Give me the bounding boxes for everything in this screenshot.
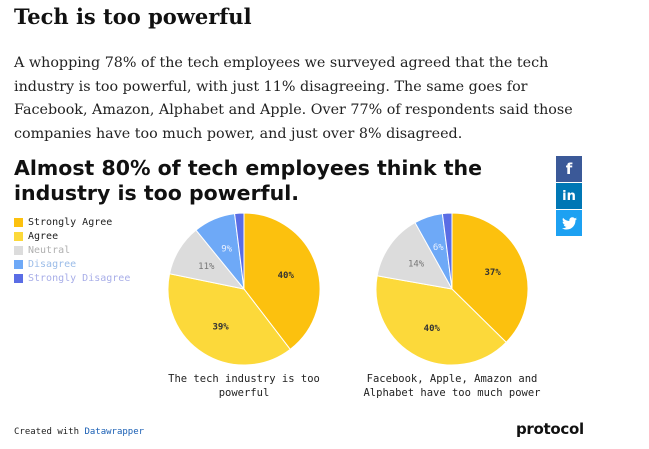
chart-title: Almost 80% of tech employees think the i…	[14, 156, 483, 205]
pie-chart-2: 37% 40% 14% 6%	[375, 212, 529, 366]
twitter-share-button[interactable]	[556, 210, 582, 236]
protocol-logo: protocol	[516, 420, 584, 438]
legend-item: Neutral	[14, 243, 130, 257]
linkedin-share-button[interactable]: in	[556, 183, 582, 209]
legend-label: Neutral	[28, 244, 71, 256]
pie-slice	[167, 273, 291, 366]
legend-item: Agree	[14, 229, 130, 243]
legend-label: Strongly Agree	[28, 216, 113, 228]
legend-label: Agree	[28, 230, 59, 242]
pie-slice	[451, 212, 529, 344]
pie-slice-label: 11%	[198, 262, 215, 272]
legend-swatch	[14, 231, 23, 241]
pie-caption-2: Facebook, Apple, Amazon and Alphabet hav…	[363, 373, 541, 399]
pie-slice-label: 39%	[212, 322, 229, 332]
datawrapper-link[interactable]: Datawrapper	[84, 427, 145, 437]
pie-slice	[243, 212, 321, 351]
legend-swatch	[14, 259, 23, 269]
legend-item: Disagree	[14, 257, 130, 271]
pie-slice-label: 40%	[278, 271, 295, 281]
legend-label: Strongly Disagree	[28, 272, 131, 284]
chart-legend: Strongly Agree Agree Neutral Disagree Strong…	[14, 215, 130, 285]
pie-caption-1: The tech industry is too powerful	[168, 373, 320, 399]
article-heading: Tech is too powerful	[14, 4, 252, 29]
facebook-icon: f	[565, 160, 573, 178]
linkedin-icon: in	[562, 188, 576, 204]
footer-credit: Created with Datawrapper	[14, 427, 144, 437]
pie-slice-label: 14%	[408, 259, 425, 269]
legend-item: Strongly Disagree	[14, 271, 130, 285]
pie-slice	[376, 221, 453, 290]
twitter-icon	[561, 216, 577, 229]
pie-slice-label: 9%	[221, 244, 232, 254]
legend-label: Disagree	[28, 258, 77, 270]
legend-swatch	[14, 273, 23, 283]
pie-slice	[234, 212, 245, 290]
legend-swatch	[14, 245, 23, 255]
legend-item: Strongly Agree	[14, 215, 130, 229]
pie-chart-1: 40% 39% 11% 9%	[167, 212, 321, 366]
pie-slice-label: 37%	[485, 268, 502, 278]
pie-slice-label: 6%	[433, 243, 444, 253]
pie-slice-label: 40%	[424, 324, 441, 334]
facebook-share-button[interactable]: f	[556, 156, 582, 182]
legend-swatch	[14, 217, 23, 227]
created-with-label: Created with	[14, 427, 80, 437]
pie-slice	[441, 212, 453, 290]
article-intro: A whopping 78% of the tech employees we …	[14, 55, 573, 142]
pie-slice	[375, 275, 507, 366]
